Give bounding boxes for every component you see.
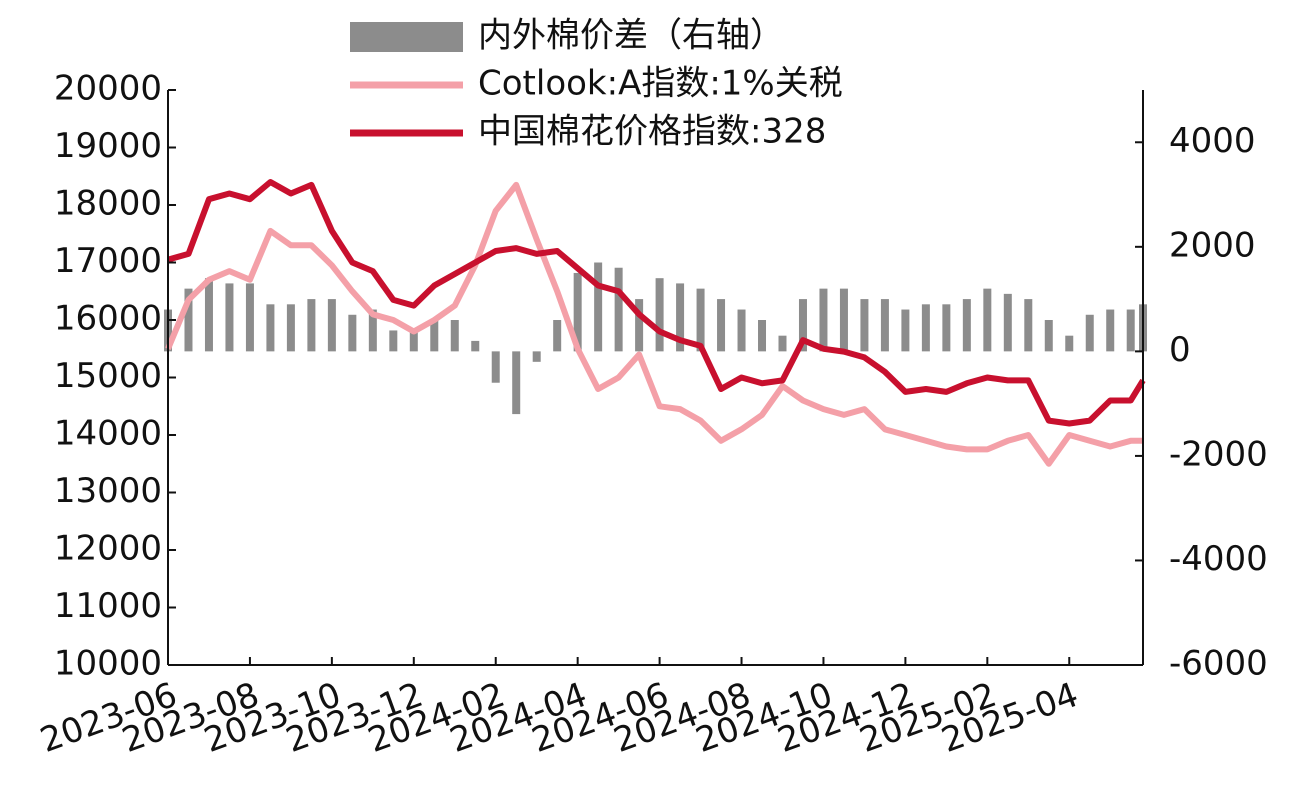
bar xyxy=(450,320,459,352)
bar xyxy=(655,278,664,352)
legend-label: Cotlook:A指数:1%关税 xyxy=(478,64,843,104)
bar xyxy=(839,288,848,352)
line-series xyxy=(167,179,1146,427)
y2-tick-label: -2000 xyxy=(1169,434,1268,474)
bar xyxy=(184,288,193,352)
bar xyxy=(307,299,316,352)
legend-swatch xyxy=(350,22,463,52)
y-tick-label: 12000 xyxy=(54,529,162,569)
bar xyxy=(348,314,357,352)
y-tick-label: 16000 xyxy=(54,299,162,339)
y-tick-label: 20000 xyxy=(54,69,162,109)
y-tick-label: 15000 xyxy=(54,356,162,396)
y2-tick-label: -6000 xyxy=(1169,644,1268,684)
legend-label: 内外棉价差（右轴） xyxy=(478,16,784,56)
bar xyxy=(286,304,295,352)
bar xyxy=(1003,293,1012,352)
bar xyxy=(778,335,787,352)
bar xyxy=(717,299,726,352)
bar xyxy=(430,320,439,352)
bar xyxy=(1065,335,1074,352)
bar xyxy=(532,351,541,362)
bar xyxy=(942,304,951,352)
bar xyxy=(491,351,500,383)
bar xyxy=(614,267,623,352)
bar xyxy=(962,299,971,352)
bar xyxy=(512,351,521,415)
bar xyxy=(573,272,582,352)
y-tick-label: 10000 xyxy=(54,644,162,684)
bar xyxy=(798,299,807,352)
bar xyxy=(594,262,603,352)
bar xyxy=(860,299,869,352)
y-tick-label: 19000 xyxy=(54,126,162,166)
bar xyxy=(553,320,562,352)
bar xyxy=(266,304,275,352)
legend-label: 中国棉花价格指数:328 xyxy=(478,112,826,152)
bar xyxy=(245,283,254,352)
y2-tick-label: 4000 xyxy=(1169,121,1256,161)
bar xyxy=(204,278,213,352)
bar xyxy=(327,299,336,352)
bar xyxy=(1085,314,1094,352)
bar xyxy=(676,283,685,352)
y2-tick-label: -4000 xyxy=(1169,539,1268,579)
line-series xyxy=(165,181,1143,467)
bar xyxy=(819,288,828,352)
bar xyxy=(225,283,234,352)
bar xyxy=(696,288,705,352)
bar xyxy=(1106,309,1115,352)
bar xyxy=(901,309,910,352)
y-tick-label: 17000 xyxy=(54,241,162,281)
y2-tick-label: 0 xyxy=(1169,330,1191,370)
bar xyxy=(921,304,930,352)
bar xyxy=(409,330,418,352)
bar xyxy=(1126,309,1135,352)
bar xyxy=(635,299,644,352)
bar xyxy=(1044,320,1053,352)
y-tick-label: 11000 xyxy=(54,586,162,626)
bar xyxy=(368,309,377,352)
bar xyxy=(983,288,992,352)
y-tick-label: 13000 xyxy=(54,471,162,511)
bar xyxy=(758,320,767,352)
bar xyxy=(389,330,398,352)
bar xyxy=(880,299,889,352)
bar xyxy=(1024,299,1033,352)
bar xyxy=(737,309,746,352)
y-tick-label: 14000 xyxy=(54,414,162,454)
y2-tick-label: 2000 xyxy=(1169,225,1256,265)
bar xyxy=(471,340,480,352)
y-tick-label: 18000 xyxy=(54,184,162,224)
